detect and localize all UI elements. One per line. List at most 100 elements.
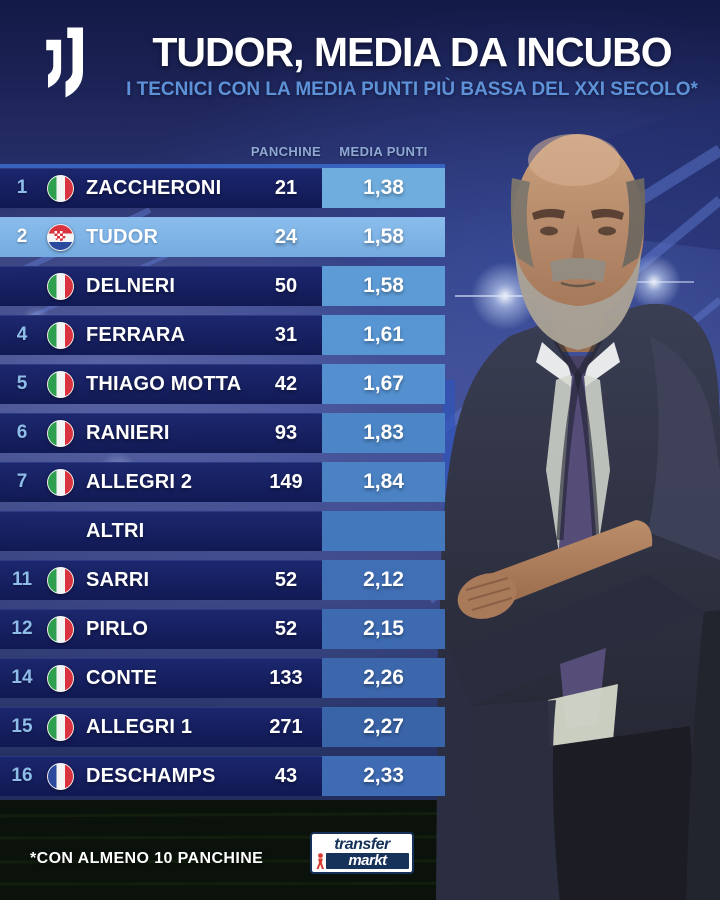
panchine-value: 31 bbox=[274, 323, 298, 346]
table-row: ALTRI bbox=[0, 511, 445, 551]
rank-value: 12 bbox=[11, 618, 33, 639]
media-punti-value: 2,27 bbox=[322, 707, 445, 747]
media-punti-value: 2,33 bbox=[322, 756, 445, 796]
transfermarkt-logo-bottom-text: markt bbox=[326, 853, 409, 869]
flag-cell bbox=[44, 658, 76, 698]
coach-name: ALLEGRI 2 bbox=[86, 470, 193, 493]
media-punti-value: 2,26 bbox=[322, 658, 445, 698]
transfermarkt-logo: transfer markt bbox=[310, 832, 414, 874]
rank-value: 1 bbox=[16, 177, 28, 198]
panchine-value: 43 bbox=[274, 764, 298, 787]
media-punti-value: 1,38 bbox=[322, 168, 445, 208]
panchine-value: 271 bbox=[269, 715, 303, 738]
panchine-value: 93 bbox=[274, 421, 298, 444]
rank-value: 15 bbox=[11, 716, 33, 737]
table-row: 7 ALLEGRI 2 149 1,84 bbox=[0, 462, 445, 502]
panchine-value: 42 bbox=[274, 372, 298, 395]
coach-name: TUDOR bbox=[86, 225, 159, 248]
flag-cell bbox=[44, 511, 76, 551]
flag-italy-icon bbox=[46, 370, 74, 398]
table-row: 6 RANIERI 93 1,83 bbox=[0, 413, 445, 453]
media-punti-value: 1,83 bbox=[322, 413, 445, 453]
flag-italy-icon bbox=[46, 664, 74, 692]
flag-cell bbox=[44, 609, 76, 649]
ranking-table: PANCHINE MEDIA PUNTI 1 ZACCHERONI 21 1,38 2 T… bbox=[0, 142, 445, 805]
flag-cell bbox=[44, 217, 76, 257]
media-punti-value: 1,58 bbox=[322, 266, 445, 306]
flag-italy-icon bbox=[46, 566, 74, 594]
table-row: 5 THIAGO MOTTA 42 1,67 bbox=[0, 364, 445, 404]
rank-value: 6 bbox=[16, 422, 28, 443]
table-row: 11 SARRI 52 2,12 bbox=[0, 560, 445, 600]
coach-name: THIAGO MOTTA bbox=[86, 372, 242, 395]
table-row: 4 FERRARA 31 1,61 bbox=[0, 315, 445, 355]
flag-italy-icon bbox=[46, 174, 74, 202]
flag-italy-icon bbox=[46, 419, 74, 447]
media-punti-value: 1,67 bbox=[322, 364, 445, 404]
flag-cell bbox=[44, 168, 76, 208]
flag-cell bbox=[44, 560, 76, 600]
table-row: 14 CONTE 133 2,26 bbox=[0, 658, 445, 698]
column-header-panchine: PANCHINE bbox=[250, 143, 322, 159]
rank-value: 5 bbox=[16, 373, 28, 394]
panchine-value: 50 bbox=[274, 274, 298, 297]
flag-italy-icon bbox=[46, 321, 74, 349]
coach-name: FERRARA bbox=[86, 323, 186, 346]
rank-value: 4 bbox=[16, 324, 28, 345]
rank-value: 2 bbox=[16, 226, 28, 247]
coach-name: DELNERI bbox=[86, 274, 176, 297]
footnote: *CON ALMENO 10 PANCHINE bbox=[30, 850, 264, 867]
flag-cell bbox=[44, 364, 76, 404]
media-punti-value bbox=[322, 511, 445, 551]
croatia-crest bbox=[54, 230, 66, 241]
flag-croatia-icon bbox=[46, 223, 74, 251]
header: TUDOR, MEDIA DA INCUBO I TECNICI CON LA … bbox=[0, 0, 720, 130]
media-punti-value: 1,58 bbox=[363, 225, 404, 248]
flag-cell bbox=[44, 462, 76, 502]
column-header-media-punti: MEDIA PUNTI bbox=[339, 143, 428, 159]
flag-cell bbox=[44, 315, 76, 355]
page-subtitle: I TECNICI CON LA MEDIA PUNTI PIÙ BASSA D… bbox=[126, 79, 698, 100]
table-rows: 1 ZACCHERONI 21 1,38 2 TUDOR 24 1,58 DELNERI 50 1,… bbox=[0, 168, 445, 796]
table-row: 16 DESCHAMPS 43 2,33 bbox=[0, 756, 445, 796]
panchine-value: 52 bbox=[274, 568, 298, 591]
table-row: 2 TUDOR 24 1,58 bbox=[0, 217, 445, 257]
coach-name: DESCHAMPS bbox=[86, 764, 216, 787]
page-title: TUDOR, MEDIA DA INCUBO bbox=[152, 29, 672, 75]
table-header: PANCHINE MEDIA PUNTI bbox=[0, 142, 445, 160]
media-punti-value: 1,84 bbox=[322, 462, 445, 502]
flag-italy-icon bbox=[46, 468, 74, 496]
coach-name: ZACCHERONI bbox=[86, 176, 222, 199]
panchine-value: 52 bbox=[274, 617, 298, 640]
transfermarkt-logo-top-text: transfer bbox=[334, 835, 390, 853]
coach-name: ALTRI bbox=[86, 519, 145, 542]
tudor-figure bbox=[436, 134, 720, 900]
table-row: 15 ALLEGRI 1 271 2,27 bbox=[0, 707, 445, 747]
coach-name: CONTE bbox=[86, 666, 157, 689]
flag-cell bbox=[44, 266, 76, 306]
coach-name: ALLEGRI 1 bbox=[86, 715, 193, 738]
flag-italy-icon bbox=[46, 272, 74, 300]
coach-name: PIRLO bbox=[86, 617, 149, 640]
media-punti-value: 2,15 bbox=[322, 609, 445, 649]
flag-cell bbox=[44, 413, 76, 453]
rank-value: 16 bbox=[11, 765, 33, 786]
player-icon bbox=[316, 852, 324, 869]
panchine-value: 24 bbox=[274, 225, 298, 248]
panchine-value: 149 bbox=[269, 470, 303, 493]
flag-cell bbox=[44, 707, 76, 747]
media-punti-value: 2,12 bbox=[322, 560, 445, 600]
table-row: 12 PIRLO 52 2,15 bbox=[0, 609, 445, 649]
panchine-value: 133 bbox=[269, 666, 303, 689]
coach-name: SARRI bbox=[86, 568, 150, 591]
table-row: DELNERI 50 1,58 bbox=[0, 266, 445, 306]
panchine-value: 21 bbox=[274, 176, 298, 199]
rank-value: 11 bbox=[11, 569, 33, 590]
flag-italy-icon bbox=[46, 615, 74, 643]
rank-value: 7 bbox=[16, 471, 28, 492]
media-punti-value: 1,61 bbox=[322, 315, 445, 355]
coach-name: RANIERI bbox=[86, 421, 170, 444]
flag-italy-icon bbox=[46, 713, 74, 741]
flag-cell bbox=[44, 756, 76, 796]
